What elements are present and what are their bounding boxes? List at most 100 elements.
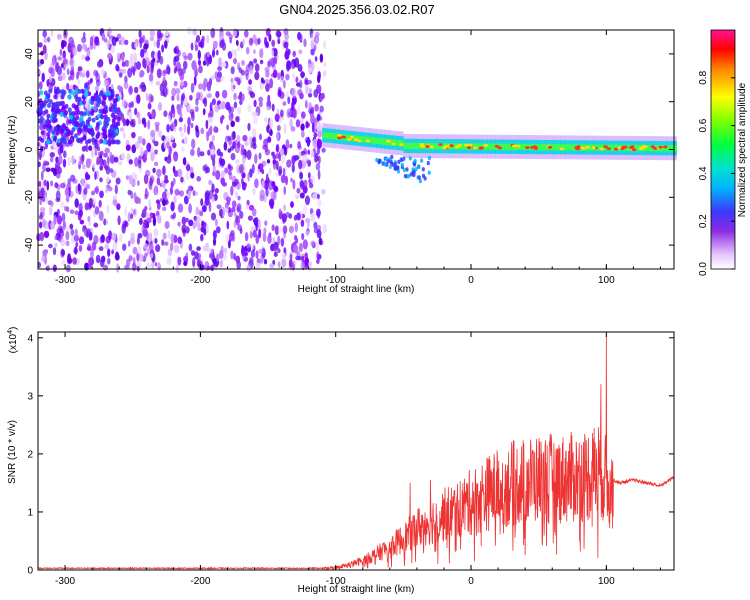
spectrogram-speck	[55, 61, 60, 69]
spectrogram-speck	[179, 81, 184, 87]
spectrogram-speck	[400, 162, 404, 168]
spectrogram-speck	[299, 180, 305, 190]
spectrogram-speck	[197, 59, 202, 66]
spectrogram-speck	[156, 177, 161, 186]
spectrogram-band-core	[403, 142, 407, 149]
spectrogram-speck	[173, 244, 180, 254]
spectrogram-speck	[161, 79, 168, 89]
spectrogram-speck	[225, 233, 230, 244]
spectrogram-speck	[148, 180, 153, 190]
spectrogram-peak	[576, 145, 581, 149]
spectrogram-speck	[190, 148, 195, 156]
spectrogram-speck	[131, 41, 135, 50]
spectrogram-speck	[128, 85, 133, 96]
spectrogram-speck	[323, 40, 327, 50]
spectrogram-speck	[127, 212, 131, 222]
spectrogram-peak	[663, 145, 668, 149]
spectrogram-speck	[313, 132, 318, 138]
spectrogram-speck	[79, 110, 84, 116]
spectrogram-speck	[263, 179, 269, 190]
spectrogram-speck	[235, 255, 241, 264]
spectrogram-speck	[265, 82, 270, 92]
spectrogram-speck	[70, 90, 75, 96]
spectrogram-speck	[246, 199, 250, 206]
spectrogram-speck	[101, 69, 105, 76]
spectrogram-speck	[115, 177, 121, 185]
spectrogram-speck	[190, 250, 196, 256]
spectrogram-speck	[187, 124, 191, 135]
spectrogram-speck	[134, 86, 139, 94]
spectrogram-speck	[235, 39, 239, 46]
spectrogram-speck	[136, 94, 141, 104]
spectrogram-speck	[269, 78, 274, 89]
spectrogram-speck	[227, 169, 232, 176]
spectrogram-speck	[81, 146, 87, 152]
spectrogram-speck	[120, 152, 125, 160]
spectrogram-speck	[205, 119, 209, 130]
spectrogram-speck	[254, 178, 259, 189]
spectrogram-speck	[52, 247, 57, 256]
spectrogram-peak	[533, 147, 539, 150]
spectrogram-speck	[259, 133, 262, 141]
spectrogram-speck	[138, 117, 141, 125]
spectrogram-speck	[52, 264, 57, 272]
spectrogram-speck	[99, 236, 103, 244]
spectrogram-speck	[170, 121, 176, 130]
spectrogram-speck	[203, 227, 207, 236]
spectrogram-speck	[53, 126, 58, 132]
spectrogram-speck	[73, 133, 78, 139]
spectrogram-speck	[83, 187, 88, 195]
spectrogram-band-core	[500, 143, 504, 150]
x-tick-label: -200	[190, 275, 210, 286]
spectrogram-speck	[74, 198, 79, 208]
spectrogram-speck	[305, 217, 311, 224]
spectrogram-speck	[165, 135, 170, 143]
spectrogram-speck	[261, 180, 265, 188]
y-tick-label: 20	[24, 96, 35, 108]
spectrogram-speck	[78, 69, 82, 77]
spectrogram-speck	[318, 155, 321, 165]
spectrogram-speck	[282, 101, 287, 106]
spectrogram-band-core	[460, 143, 464, 150]
spectrogram-speck	[210, 149, 215, 156]
spectrogram-speck	[49, 206, 53, 216]
spectrogram-speck	[219, 39, 225, 48]
spectrogram-band-core	[416, 142, 420, 150]
spectrogram-speck	[260, 163, 264, 170]
spectrogram-speck	[241, 93, 245, 102]
spectrogram-speck	[212, 258, 217, 264]
spectrogram-speck	[283, 41, 289, 49]
spectrogram-speck	[117, 85, 121, 91]
spectrogram-speck	[315, 241, 319, 251]
spectrogram-speck	[61, 72, 66, 81]
spectrogram-speck	[195, 34, 201, 43]
spectrogram-speck	[290, 63, 295, 70]
spectrogram-speck	[202, 108, 206, 116]
spectrogram-peak	[658, 145, 663, 149]
spectrogram-speck	[119, 233, 123, 243]
spectrogram-speck	[138, 197, 141, 205]
spectrogram-speck	[45, 167, 51, 172]
spectrogram-speck	[115, 251, 119, 261]
spectrogram-speck	[251, 208, 257, 217]
spectrogram-speck	[185, 217, 189, 223]
spectrogram-speck	[75, 115, 80, 121]
spectrogram-speck	[67, 107, 72, 113]
spectrogram-speck	[99, 113, 104, 119]
spectrogram-speck	[253, 216, 259, 226]
spectrogram-speck	[154, 121, 160, 127]
spectrogram-band-core	[381, 138, 385, 145]
spectrogram-speck	[160, 91, 166, 97]
spectrogram-speck	[311, 32, 314, 43]
spectrogram-speck	[289, 253, 293, 261]
spectrogram-speck	[375, 157, 379, 163]
spectrogram-speck	[206, 93, 212, 99]
spectrogram-speck	[156, 168, 162, 178]
spectrogram-speck	[190, 82, 195, 94]
spectrogram-speck	[101, 94, 106, 100]
spectrogram-speck	[300, 111, 306, 119]
spectrogram-speck	[255, 234, 260, 245]
spectrogram-band-core	[665, 145, 669, 152]
spectrogram-speck	[263, 227, 267, 234]
spectrogram-speck	[107, 248, 111, 257]
